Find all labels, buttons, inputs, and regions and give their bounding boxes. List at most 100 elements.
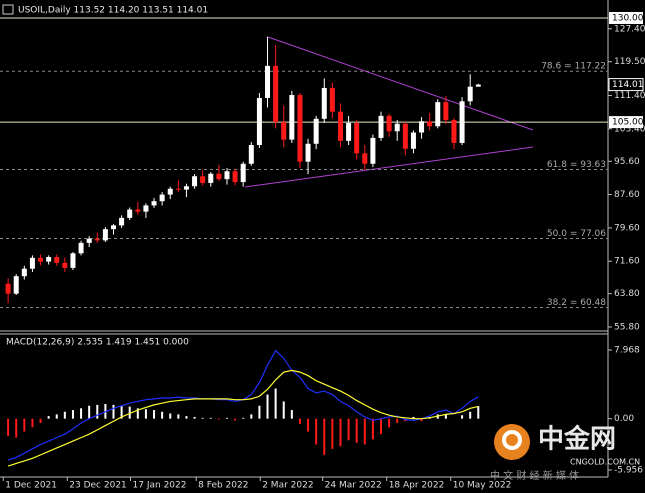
candle-body	[119, 217, 125, 226]
candle-body	[378, 115, 384, 138]
candle-body	[70, 253, 76, 268]
candle-body	[256, 97, 262, 146]
histogram-bar	[282, 401, 285, 419]
candle-body	[419, 121, 425, 133]
histogram-bar	[298, 418, 301, 424]
histogram-bar	[15, 418, 18, 438]
histogram-bar	[339, 418, 342, 447]
x-tick-label: 10 May 2022	[453, 481, 512, 491]
candle-body	[273, 65, 279, 123]
candle-body	[94, 238, 100, 241]
histogram-bar	[80, 408, 83, 419]
histogram-bar	[39, 418, 42, 423]
candle-body	[362, 153, 368, 164]
histogram-bar	[23, 418, 26, 432]
candle-body	[467, 86, 473, 102]
y-tick-label: 55.80	[614, 323, 640, 333]
histogram-bar	[258, 405, 261, 419]
level-label: 130.00	[612, 14, 644, 24]
y-tick-label: 7.968	[614, 346, 640, 356]
candle-body	[289, 95, 295, 140]
candle-body	[402, 123, 408, 149]
histogram-bar	[242, 417, 245, 419]
histogram-bar	[290, 410, 293, 419]
x-tick-label: 8 Feb 2022	[198, 481, 248, 491]
histogram-bar	[355, 418, 358, 443]
candle-body	[451, 120, 457, 143]
histogram-bar	[266, 394, 269, 419]
histogram-bar	[128, 406, 131, 419]
fib-label: 50.0 = 77.06	[547, 229, 606, 239]
histogram-bar	[31, 418, 34, 428]
symbol-icon	[2, 4, 14, 15]
candle-body	[102, 229, 108, 241]
histogram-bar	[274, 388, 277, 419]
candle-body	[410, 132, 416, 149]
candle-body	[200, 176, 206, 183]
histogram-bar	[71, 410, 74, 419]
histogram-bar	[388, 418, 391, 428]
histogram-bar	[144, 409, 147, 419]
candle-body	[435, 102, 441, 127]
histogram-bar	[177, 414, 180, 419]
histogram-bar	[412, 416, 415, 419]
candle-body	[29, 257, 35, 269]
histogram-bar	[55, 414, 58, 419]
fib-label: 78.6 = 117.22	[541, 62, 606, 72]
candle-body	[13, 276, 19, 294]
y-tick-label: 87.60	[614, 190, 640, 200]
histogram-bar	[161, 411, 164, 419]
y-tick-label: 119.50	[614, 57, 645, 67]
candle-body	[216, 173, 222, 180]
candle-body	[192, 176, 198, 187]
candle-body	[329, 87, 335, 112]
candle-body	[386, 115, 392, 132]
candle-body	[54, 257, 60, 263]
y-tick-label: -5.956	[614, 466, 643, 476]
watermark-brand: 中金网	[538, 424, 616, 455]
x-tick-label: 1 Dec 2021	[5, 481, 57, 491]
candle-body	[321, 87, 327, 119]
indicator-title: MACD(12,26,9) 2.535 1.419 1.451 0.000	[6, 338, 189, 348]
candle-body	[135, 209, 141, 212]
y-tick-label: 95.60	[614, 157, 640, 167]
candle-body	[313, 118, 319, 144]
y-tick-label: 71.60	[614, 257, 640, 267]
y-tick-label: 127.40	[614, 24, 645, 34]
candle-body	[38, 257, 44, 262]
histogram-bar	[63, 411, 66, 419]
histogram-bar	[444, 414, 447, 419]
histogram-bar	[420, 418, 423, 422]
last-price-label: 114.01	[612, 80, 644, 90]
histogram-bar	[112, 404, 115, 419]
watermark-slogan: 中 文 财 经 新 媒 体	[490, 469, 579, 482]
histogram-bar	[315, 418, 318, 445]
candle-body	[127, 209, 133, 218]
y-tick-label: 111.40	[614, 91, 645, 101]
candle-body	[159, 194, 165, 202]
y-tick-label: 79.60	[614, 223, 640, 233]
candle-body	[224, 171, 230, 180]
candle-body	[305, 143, 311, 162]
candle-body	[62, 262, 68, 268]
histogram-bar	[461, 415, 464, 419]
histogram-bar	[469, 411, 472, 419]
watermark-site: CNGOLD.COM.CN	[570, 458, 640, 467]
logo-mark	[502, 430, 522, 450]
candle-body	[46, 257, 52, 262]
x-tick-label: 17 Jan 2022	[133, 481, 187, 491]
fib-label: 61.8 = 93.63	[547, 160, 606, 170]
histogram-bar	[225, 417, 228, 419]
level-label: 105.00	[612, 118, 644, 128]
histogram-bar	[347, 418, 350, 441]
histogram-bar	[331, 418, 334, 449]
candle-body	[232, 171, 238, 183]
last-price-box	[608, 78, 644, 92]
histogram-bar	[477, 406, 480, 419]
y-tick-label: 0.00	[614, 414, 634, 424]
logo	[494, 424, 530, 460]
histogram-bar	[120, 405, 123, 419]
candle-body	[167, 188, 173, 195]
